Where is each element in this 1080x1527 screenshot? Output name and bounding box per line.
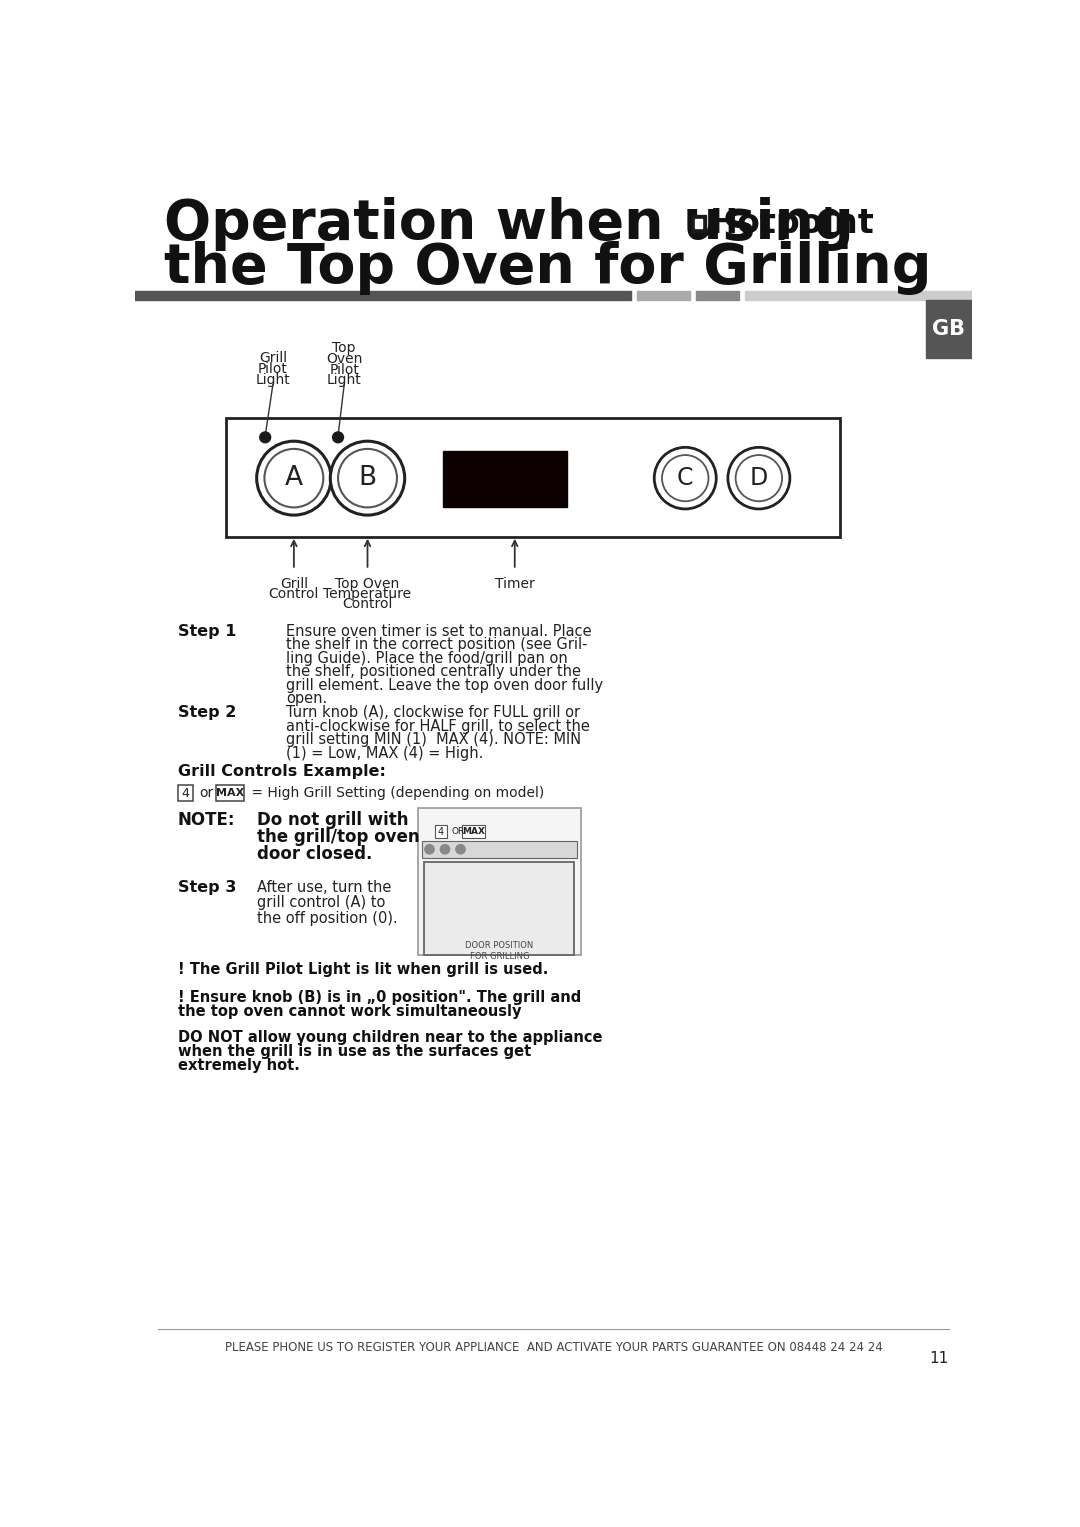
Text: GB: GB [932,319,966,339]
Text: Hotpoint: Hotpoint [710,206,875,240]
Text: 4: 4 [181,786,189,800]
Text: DO NOT allow young children near to the appliance: DO NOT allow young children near to the … [177,1031,603,1046]
Text: B: B [359,466,377,492]
Text: MAX: MAX [216,788,244,799]
Bar [422,841,577,858]
Text: the top oven cannot work simultaneously: the top oven cannot work simultaneously [177,1005,522,1019]
Bar [926,301,972,357]
Text: the off position (0).: the off position (0). [257,912,399,925]
Text: ling Guide). Place the food/grill pan on: ling Guide). Place the food/grill pan on [286,651,568,666]
Bar [696,220,702,228]
Text: Control: Control [269,588,319,602]
Circle shape [333,432,343,443]
Text: Pilot: Pilot [329,362,360,377]
Text: Operation when using: Operation when using [164,197,854,250]
Text: extremely hot.: extremely hot. [177,1058,299,1073]
Circle shape [654,447,716,508]
Text: Temperature: Temperature [323,588,411,602]
Text: Control: Control [342,597,393,611]
Text: ! The Grill Pilot Light is lit when grill is used.: ! The Grill Pilot Light is lit when gril… [177,962,548,977]
Text: Light: Light [256,373,291,386]
Circle shape [330,441,405,515]
Circle shape [338,449,397,507]
Text: Oven: Oven [326,351,363,366]
Bar [227,418,840,538]
Circle shape [662,455,708,501]
Text: MAX: MAX [462,828,485,837]
Text: = High Grill Setting (depending on model): = High Grill Setting (depending on model… [247,786,544,800]
Circle shape [265,449,323,507]
Circle shape [456,844,465,854]
Text: grill element. Leave the top oven door fully: grill element. Leave the top oven door f… [286,678,604,693]
Circle shape [424,844,434,854]
Bar [216,785,244,800]
Text: grill control (A) to: grill control (A) to [257,895,386,910]
Text: Grill: Grill [280,577,308,591]
Text: Pilot: Pilot [258,362,288,376]
Text: the shelf, positioned centrally under the: the shelf, positioned centrally under th… [286,664,581,680]
Circle shape [257,441,332,515]
Text: Grill: Grill [259,351,287,365]
Text: Grill Controls Example:: Grill Controls Example: [177,764,386,779]
Text: Step 3: Step 3 [177,880,237,895]
Bar [135,292,631,301]
Bar [418,808,581,954]
Text: Turn knob (A), clockwise for FULL grill or: Turn knob (A), clockwise for FULL grill … [286,705,580,721]
Text: Top: Top [333,341,356,356]
Text: C: C [677,466,693,490]
Text: grill setting MIN (1)  MAX (4). NOTE: MIN: grill setting MIN (1) MAX (4). NOTE: MIN [286,733,581,747]
Bar [177,785,193,800]
Text: anti-clockwise for HALF grill, to select the: anti-clockwise for HALF grill, to select… [286,719,590,734]
Text: A: A [285,466,302,492]
Text: Timer: Timer [495,577,535,591]
Text: Ensure oven timer is set to manual. Place: Ensure oven timer is set to manual. Plac… [286,623,592,638]
Bar [697,292,739,301]
Circle shape [441,844,449,854]
Bar [424,863,575,954]
Bar [462,826,485,838]
Text: Top Oven: Top Oven [336,577,400,591]
Text: Step 1: Step 1 [177,623,237,638]
Bar [745,292,972,301]
Text: After use, turn the: After use, turn the [257,880,392,895]
Bar [444,450,567,507]
Text: Step 2: Step 2 [177,705,237,721]
Text: 11: 11 [930,1350,948,1365]
Text: the Top Oven for Grilling: the Top Oven for Grilling [164,241,932,295]
Text: ! Ensure knob (B) is in „0 position". The grill and: ! Ensure knob (B) is in „0 position". Th… [177,989,581,1005]
Text: NOTE:: NOTE: [177,811,235,829]
Text: open.: open. [286,692,327,705]
Text: OR: OR [451,828,465,837]
Circle shape [735,455,782,501]
Text: when the grill is in use as the surfaces get: when the grill is in use as the surfaces… [177,1044,531,1060]
Text: or: or [200,786,214,800]
Circle shape [728,447,789,508]
Text: (1) = Low, MAX (4) = High.: (1) = Low, MAX (4) = High. [286,745,484,760]
Text: the grill/top oven: the grill/top oven [257,828,420,846]
Text: 4: 4 [438,826,444,837]
Bar [637,292,690,301]
Bar [691,215,706,232]
Text: D: D [750,466,768,490]
Bar [435,826,447,838]
Text: Light: Light [327,374,362,388]
Circle shape [260,432,271,443]
Text: door closed.: door closed. [257,844,373,863]
Text: the shelf in the correct position (see Gril-: the shelf in the correct position (see G… [286,637,588,652]
Text: DOOR POSITION
FOR GRILLING: DOOR POSITION FOR GRILLING [465,941,534,960]
Text: Do not grill with: Do not grill with [257,811,409,829]
Text: PLEASE PHONE US TO REGISTER YOUR APPLIANCE  AND ACTIVATE YOUR PARTS GUARANTEE ON: PLEASE PHONE US TO REGISTER YOUR APPLIAN… [225,1341,882,1354]
